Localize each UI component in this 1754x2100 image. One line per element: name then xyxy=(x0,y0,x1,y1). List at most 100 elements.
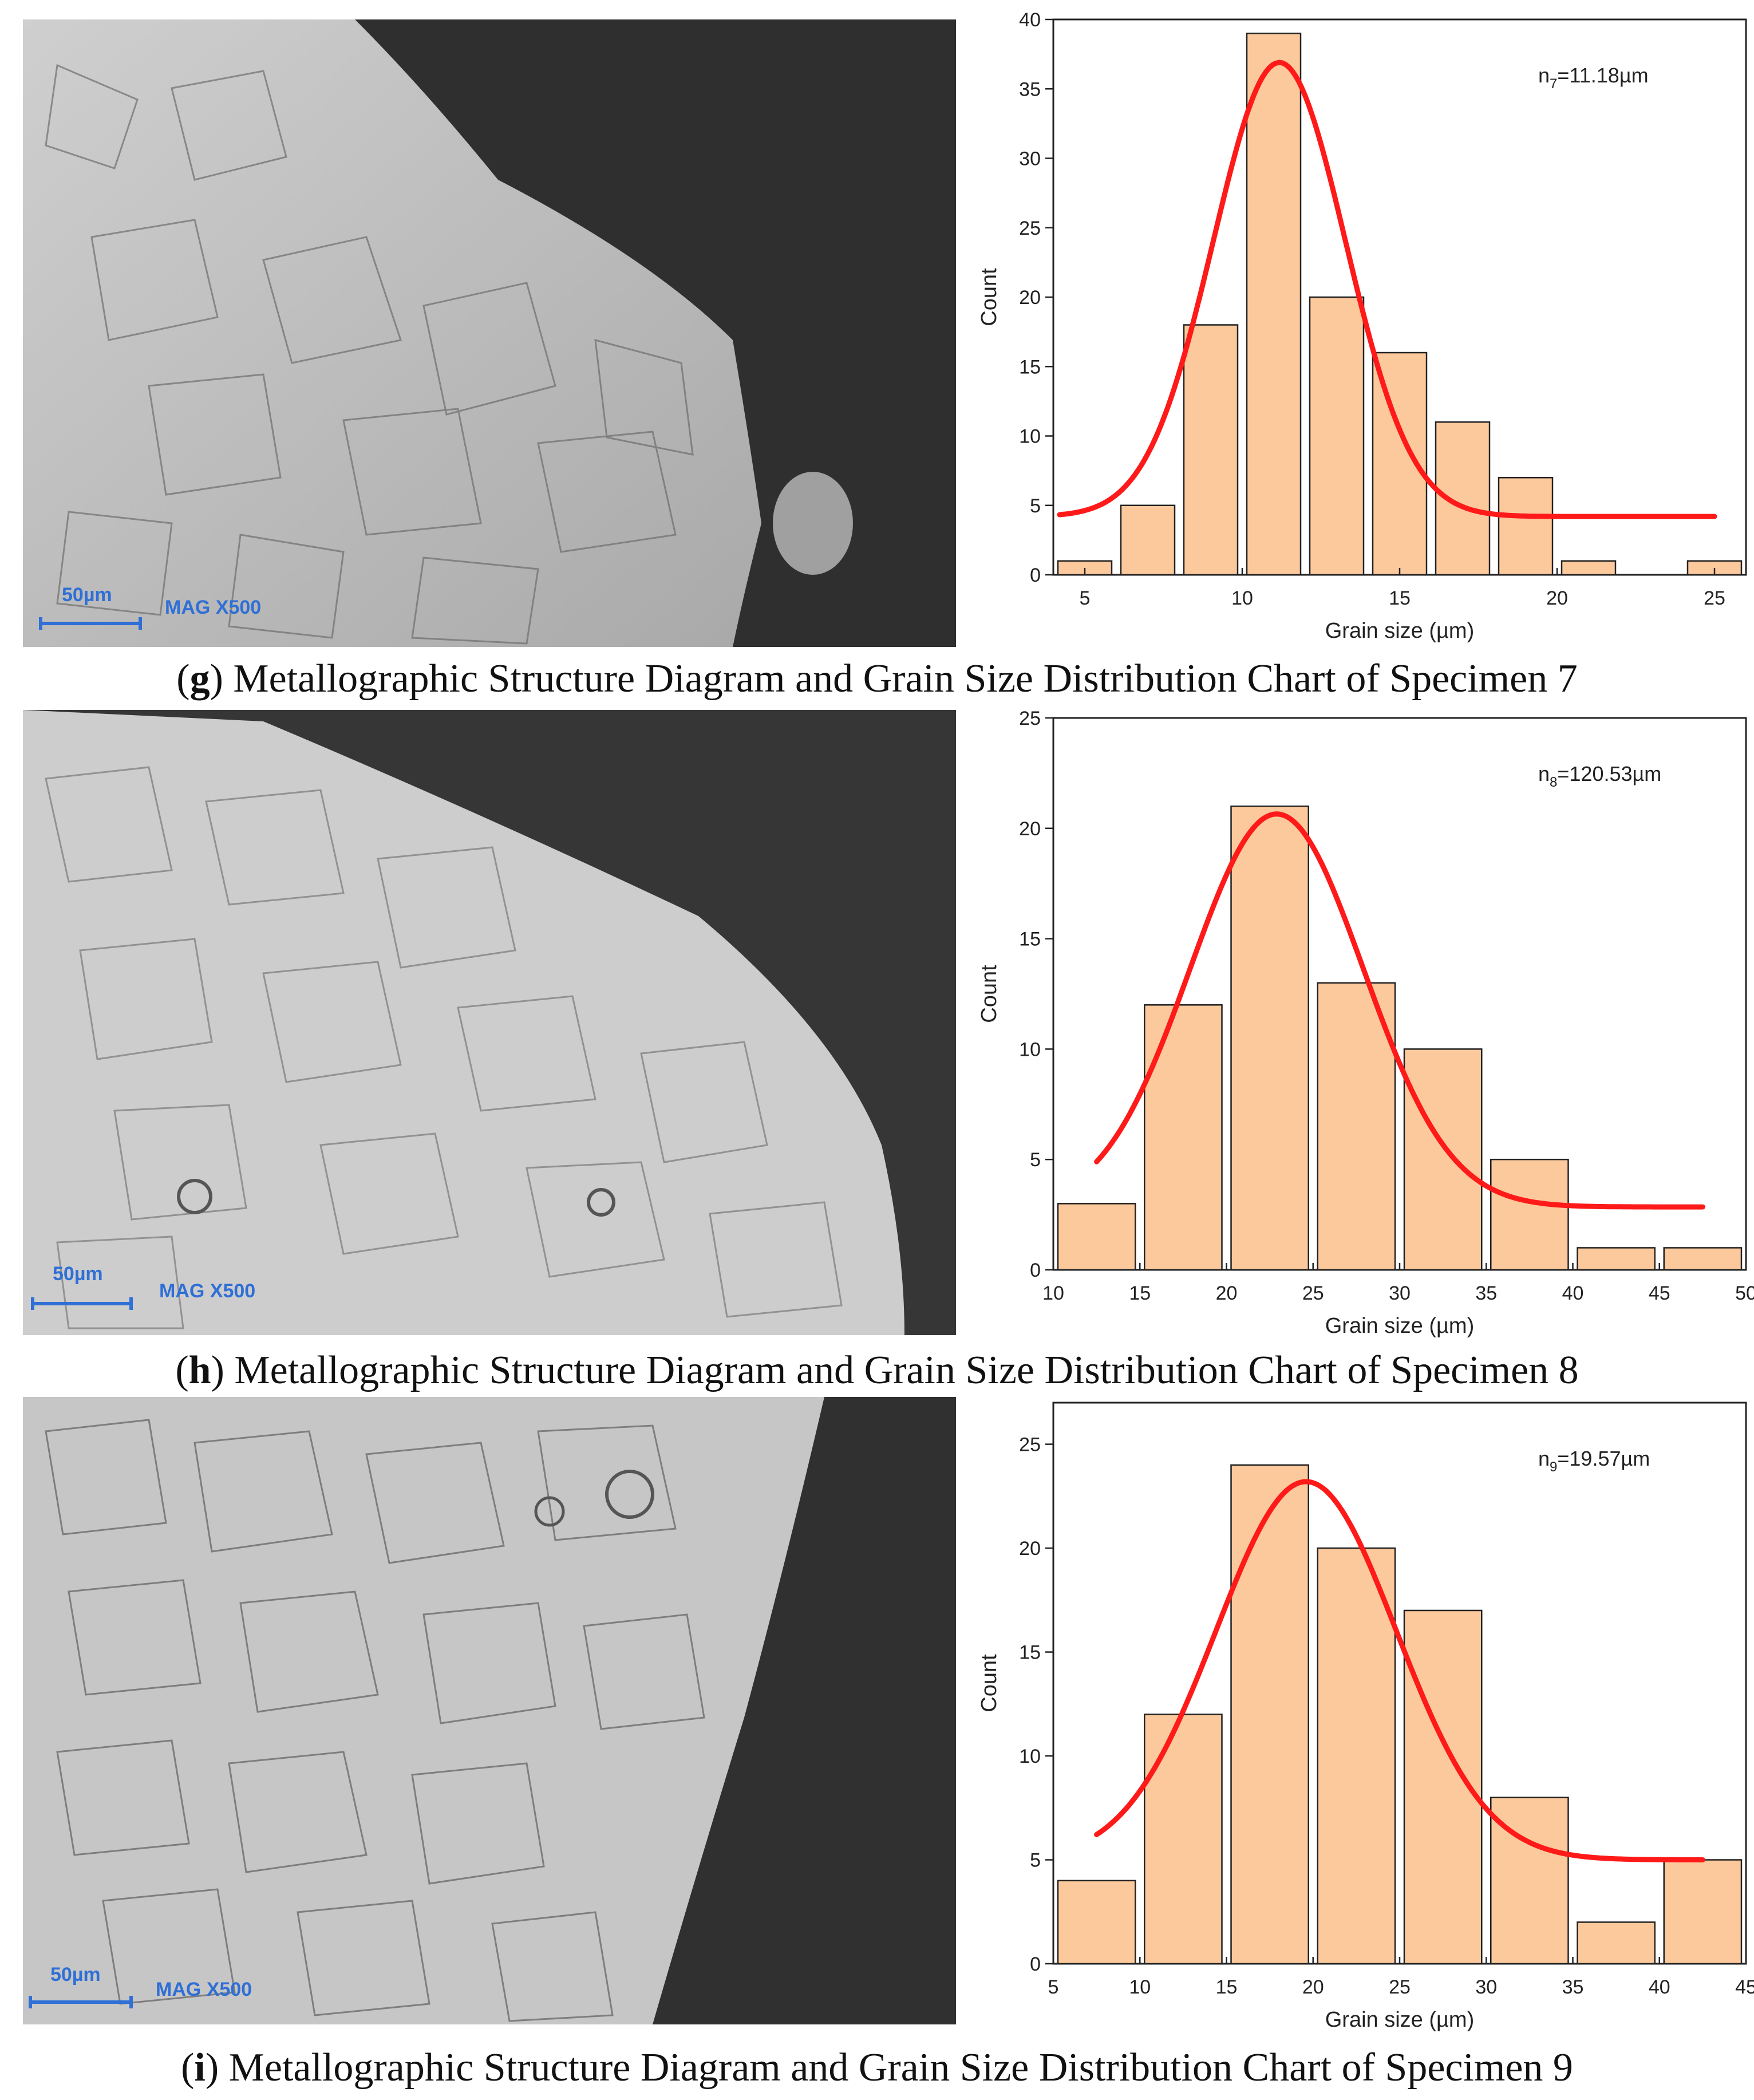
micrograph-image: 50µm MAG X500 xyxy=(23,19,956,647)
caption-text: Metallographic Structure Diagram and Gra… xyxy=(234,1348,1579,1392)
caption-letter: g xyxy=(189,657,210,701)
y-tick-label: 40 xyxy=(1019,9,1041,31)
annotation-base: n xyxy=(1538,64,1550,87)
magnification-label: MAG X500 xyxy=(159,1280,256,1302)
x-tick-label: 50 xyxy=(1735,1282,1754,1304)
mean-annotation: n9=19.57µm xyxy=(1538,1447,1650,1475)
x-tick-label: 45 xyxy=(1735,1976,1754,1998)
y-tick-label: 20 xyxy=(1019,287,1041,309)
scale-bar xyxy=(29,1996,133,2008)
x-tick-label: 15 xyxy=(1389,587,1411,609)
histogram-chart: 5 10 15 20 25 30 35 40 45 0 5 10 15 20 25 Grain size (µ… xyxy=(950,1397,1754,2050)
y-axis-label: Count xyxy=(977,965,1001,1023)
annotation-subscript: 8 xyxy=(1550,775,1557,790)
histogram-bar xyxy=(1317,1547,1396,1965)
y-axis-label: Count xyxy=(977,1654,1001,1712)
x-tick-label: 10 xyxy=(1042,1282,1064,1304)
caption-text: Metallographic Structure Diagram and Gra… xyxy=(233,657,1578,701)
y-tick-label: 15 xyxy=(1019,356,1041,378)
histogram-chart: 5 10 15 20 25 0 5 10 15 20 25 30 35 40 Grain size (µm)… xyxy=(950,0,1754,658)
micrograph-image: 50µm MAG X500 xyxy=(23,1397,956,2024)
y-tick-label: 30 xyxy=(1019,148,1041,170)
y-tick-label: 0 xyxy=(1030,1953,1041,1975)
y-tick-label: 15 xyxy=(1019,1642,1041,1664)
histogram-bar xyxy=(1246,33,1302,576)
annotation-subscript: 9 xyxy=(1550,1459,1557,1475)
micrograph-image: 50µm MAG X500 xyxy=(23,710,956,1335)
scale-bar xyxy=(31,1297,133,1310)
scale-bar-label: 50µm xyxy=(53,1263,103,1285)
histogram-bar xyxy=(1230,805,1309,1271)
x-tick-label: 45 xyxy=(1649,1282,1670,1304)
x-tick-label: 20 xyxy=(1546,587,1568,609)
y-tick-label: 15 xyxy=(1019,929,1041,950)
x-tick-label: 35 xyxy=(1562,1976,1584,1998)
histogram-bar xyxy=(1403,1048,1483,1271)
x-tick-label: 35 xyxy=(1475,1282,1497,1304)
x-tick-label: 15 xyxy=(1216,1976,1238,1998)
x-tick-label: 25 xyxy=(1704,587,1725,609)
mean-annotation: n8=120.53µm xyxy=(1538,762,1661,790)
x-tick-label: 5 xyxy=(1080,587,1091,609)
y-tick-label: 0 xyxy=(1030,565,1041,586)
figure-caption: (i) Metallographic Structure Diagram and… xyxy=(181,2046,1573,2090)
x-tick-label: 20 xyxy=(1302,1976,1324,1998)
y-tick-label: 25 xyxy=(1019,708,1041,729)
x-axis-label: Grain size (µm) xyxy=(1325,619,1474,643)
histogram-bar xyxy=(1663,1859,1743,1965)
magnification-label: MAG X500 xyxy=(165,597,262,618)
histogram-bar xyxy=(1057,1880,1136,1965)
fit-curve xyxy=(1094,811,1705,1210)
mean-annotation: n7=11.18µm xyxy=(1538,64,1649,92)
annotation-base: n xyxy=(1538,762,1550,785)
y-axis-label: Count xyxy=(977,268,1001,326)
y-tick-label: 35 xyxy=(1019,78,1041,100)
histogram-bar xyxy=(1577,1921,1656,1965)
histogram-bar xyxy=(1490,1158,1569,1271)
x-tick-label: 10 xyxy=(1129,1976,1151,1998)
y-tick-label: 0 xyxy=(1030,1260,1041,1281)
annotation-base: n xyxy=(1538,1447,1550,1470)
histogram-bar xyxy=(1230,1464,1309,1965)
figure-caption: (g) Metallographic Structure Diagram and… xyxy=(176,657,1578,701)
caption-letter: h xyxy=(188,1348,211,1392)
x-tick-label: 25 xyxy=(1389,1976,1411,1998)
micrograph-svg xyxy=(23,1397,956,2024)
histogram-bar xyxy=(1057,1203,1136,1271)
y-tick-label: 25 xyxy=(1019,218,1041,239)
histogram-bar xyxy=(1183,324,1239,576)
panel-g: 50µm MAG X500 5 10 15 20 25 0 5 10 15 20 25 30 35 40 G… xyxy=(0,0,1754,710)
y-tick-label: 25 xyxy=(1019,1434,1041,1456)
x-axis-label: Grain size (µm) xyxy=(1325,1314,1474,1338)
y-tick-label: 20 xyxy=(1019,818,1041,840)
annotation-value: =120.53µm xyxy=(1557,762,1661,785)
x-tick-label: 25 xyxy=(1302,1282,1324,1304)
x-tick-label: 40 xyxy=(1649,1976,1670,1998)
fit-curve xyxy=(1057,60,1717,519)
x-axis-label: Grain size (µm) xyxy=(1325,2008,1474,2032)
y-tick-label: 5 xyxy=(1030,1149,1041,1171)
y-tick-label: 10 xyxy=(1019,426,1041,448)
y-tick-label: 5 xyxy=(1030,495,1041,517)
scale-bar-label: 50µm xyxy=(62,584,112,606)
y-tick-label: 10 xyxy=(1019,1039,1041,1060)
histogram-chart: 10 15 20 25 30 35 40 45 50 0 5 10 15 20 25 Grain size (… xyxy=(950,708,1754,1345)
annotation-subscript: 7 xyxy=(1550,76,1557,92)
y-tick-label: 20 xyxy=(1019,1538,1041,1560)
x-tick-label: 30 xyxy=(1475,1976,1497,1998)
fit-curve xyxy=(1094,1479,1705,1862)
scale-bar-label: 50µm xyxy=(50,1964,101,1985)
caption-text: Metallographic Structure Diagram and Gra… xyxy=(228,2046,1573,2090)
y-tick-label: 5 xyxy=(1030,1850,1041,1872)
histogram-bar xyxy=(1144,1004,1223,1271)
histogram-bar xyxy=(1120,504,1176,576)
x-tick-label: 30 xyxy=(1389,1282,1411,1304)
histogram-bar xyxy=(1663,1247,1743,1271)
panel-i: 50µm MAG X500 5 10 15 20 25 30 35 40 45 0 5 10 15 20 2… xyxy=(0,1397,1754,2100)
histogram-bar xyxy=(1309,296,1365,576)
panel-h: 50µm MAG X500 10 15 20 25 30 35 40 45 50 0 5 10 15 20… xyxy=(0,708,1754,1397)
x-tick-label: 40 xyxy=(1562,1282,1584,1304)
annotation-value: =11.18µm xyxy=(1557,64,1648,87)
magnification-label: MAG X500 xyxy=(156,1979,252,2000)
